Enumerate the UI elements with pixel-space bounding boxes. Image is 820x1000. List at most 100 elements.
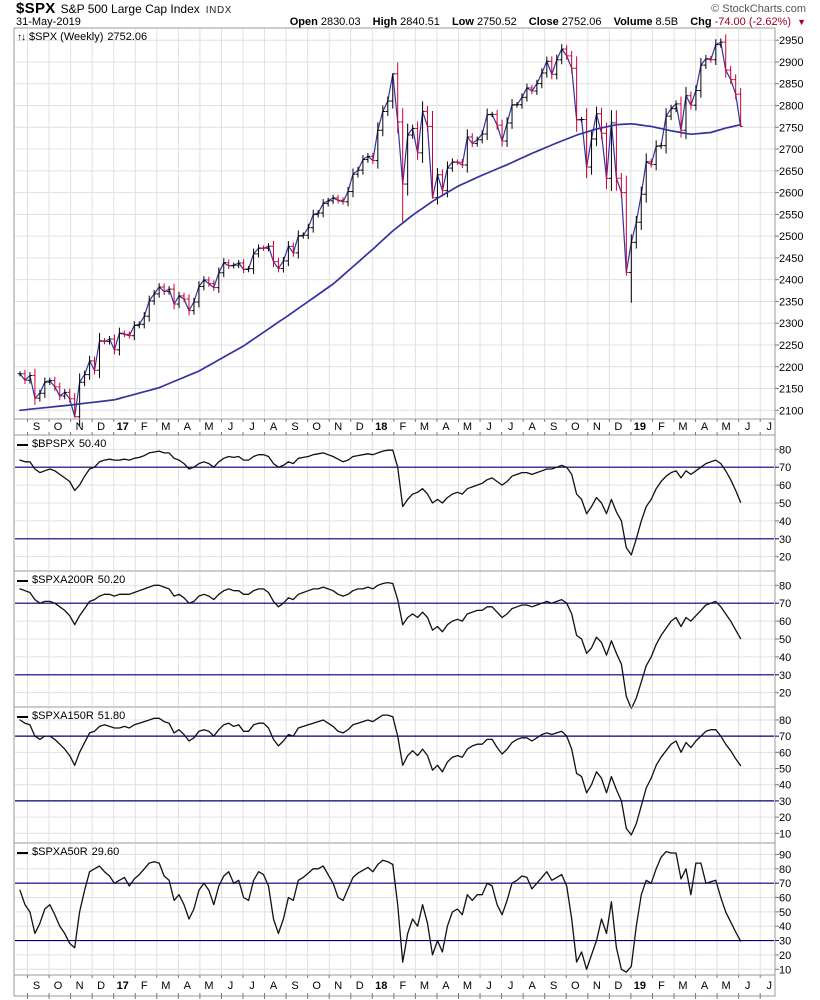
chart-date: 31-May-2019	[16, 16, 81, 28]
svg-text:80: 80	[779, 715, 791, 727]
svg-text:2900: 2900	[779, 57, 803, 69]
svg-text:A: A	[701, 421, 709, 433]
low-value: 2750.52	[476, 16, 517, 28]
svg-text:M: M	[678, 980, 687, 992]
svg-text:J: J	[228, 980, 234, 992]
svg-text:M: M	[463, 421, 472, 433]
svg-text:17: 17	[117, 421, 129, 433]
svg-text:2350: 2350	[779, 296, 803, 308]
candlestick-style-icon: ↑↓	[17, 32, 26, 43]
spxa150r-legend-value: 51.80	[97, 710, 126, 722]
spxa50r-legend-value: 29.60	[91, 846, 120, 858]
volume-label: Volume	[613, 16, 653, 28]
svg-text:O: O	[54, 421, 63, 433]
svg-text:F: F	[399, 421, 406, 433]
price-legend-label: $SPX (Weekly)	[29, 31, 104, 43]
svg-text:J: J	[508, 980, 514, 992]
svg-text:N: N	[593, 980, 601, 992]
svg-text:70: 70	[779, 878, 791, 890]
svg-text:2150: 2150	[779, 384, 803, 396]
svg-text:2250: 2250	[779, 340, 803, 352]
svg-text:2700: 2700	[779, 144, 803, 156]
svg-text:50: 50	[779, 634, 791, 646]
svg-text:20: 20	[779, 812, 791, 824]
svg-text:50: 50	[779, 764, 791, 776]
exchange-label: INDX	[205, 5, 233, 16]
svg-text:2850: 2850	[779, 79, 803, 91]
svg-text:40: 40	[779, 780, 791, 792]
svg-text:A: A	[528, 980, 536, 992]
svg-text:2100: 2100	[779, 405, 803, 417]
svg-text:N: N	[334, 421, 342, 433]
svg-text:2650: 2650	[779, 166, 803, 178]
price-legend: ↑↓ $SPX (Weekly) 2752.06	[17, 31, 147, 44]
line-swatch-icon	[17, 715, 28, 718]
svg-text:S: S	[550, 980, 557, 992]
spxa200r-legend-label: $SPXA200R	[32, 574, 94, 586]
svg-text:F: F	[141, 980, 148, 992]
svg-text:50: 50	[779, 907, 791, 919]
low-label: Low	[451, 16, 474, 28]
svg-text:30: 30	[779, 670, 791, 682]
svg-text:2950: 2950	[779, 35, 803, 47]
svg-text:N: N	[76, 980, 84, 992]
svg-text:D: D	[97, 421, 105, 433]
svg-text:2600: 2600	[779, 188, 803, 200]
svg-text:S: S	[291, 421, 298, 433]
svg-text:2400: 2400	[779, 275, 803, 287]
svg-text:17: 17	[117, 980, 129, 992]
svg-text:18: 18	[375, 980, 387, 992]
svg-text:D: D	[97, 980, 105, 992]
svg-text:A: A	[701, 980, 709, 992]
svg-text:18: 18	[375, 421, 387, 433]
svg-text:A: A	[270, 980, 278, 992]
svg-text:O: O	[54, 980, 63, 992]
svg-text:A: A	[270, 421, 278, 433]
svg-text:O: O	[312, 421, 321, 433]
svg-text:A: A	[184, 980, 192, 992]
svg-text:60: 60	[779, 616, 791, 628]
close-label: Close	[528, 16, 559, 28]
svg-text:J: J	[486, 980, 492, 992]
index-name: S&P 500 Large Cap Index	[60, 2, 200, 16]
svg-text:70: 70	[779, 462, 791, 474]
svg-text:O: O	[571, 980, 580, 992]
svg-text:50: 50	[779, 498, 791, 510]
svg-text:M: M	[420, 980, 429, 992]
svg-text:D: D	[614, 980, 622, 992]
line-swatch-icon	[17, 851, 28, 854]
line-swatch-icon	[17, 443, 28, 446]
bpspx-legend: $BPSPX 50.40	[17, 438, 106, 451]
svg-text:60: 60	[779, 480, 791, 492]
svg-text:19: 19	[634, 421, 646, 433]
svg-text:D: D	[614, 421, 622, 433]
svg-text:2750: 2750	[779, 122, 803, 134]
svg-text:J: J	[745, 421, 751, 433]
svg-text:S: S	[33, 980, 40, 992]
svg-text:S: S	[550, 421, 557, 433]
svg-text:2450: 2450	[779, 253, 803, 265]
svg-text:S: S	[291, 980, 298, 992]
svg-text:F: F	[141, 421, 148, 433]
svg-text:M: M	[420, 421, 429, 433]
svg-text:N: N	[76, 421, 84, 433]
svg-text:M: M	[161, 421, 170, 433]
svg-text:2550: 2550	[779, 209, 803, 221]
svg-text:O: O	[571, 421, 580, 433]
chg-value: -74.00 (-2.62%)	[714, 16, 792, 28]
svg-text:30: 30	[779, 936, 791, 948]
open-value: 2830.03	[320, 16, 361, 28]
svg-text:80: 80	[779, 580, 791, 592]
svg-text:J: J	[249, 980, 255, 992]
volume-value: 8.5B	[655, 16, 679, 28]
svg-text:A: A	[442, 421, 450, 433]
svg-text:J: J	[766, 980, 772, 992]
svg-text:J: J	[249, 421, 255, 433]
high-label: High	[372, 16, 398, 28]
svg-text:M: M	[722, 980, 731, 992]
svg-text:D: D	[356, 980, 364, 992]
spxa200r-legend-value: 50.20	[97, 574, 126, 586]
copyright-link[interactable]: © StockCharts.com	[711, 3, 806, 15]
svg-text:30: 30	[779, 796, 791, 808]
